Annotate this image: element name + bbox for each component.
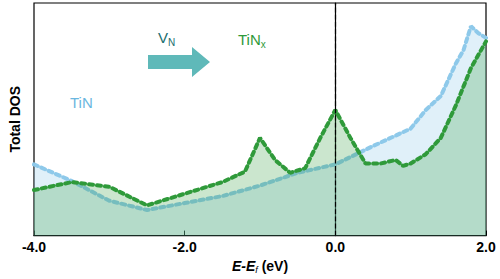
- svg-text:x: x: [261, 39, 266, 50]
- svg-text:N: N: [168, 37, 175, 48]
- svg-text:V: V: [158, 29, 168, 46]
- svg-text:0.0: 0.0: [326, 239, 346, 255]
- svg-text:Total DOS: Total DOS: [7, 86, 23, 153]
- svg-text:TiN: TiN: [70, 94, 93, 111]
- svg-text:-4.0: -4.0: [22, 239, 46, 255]
- svg-text:TiN: TiN: [238, 31, 261, 48]
- svg-text:(eV): (eV): [258, 258, 288, 274]
- svg-text:-2.0: -2.0: [173, 239, 197, 255]
- svg-text:E-E: E-E: [232, 258, 256, 274]
- svg-text:2.0: 2.0: [476, 239, 496, 255]
